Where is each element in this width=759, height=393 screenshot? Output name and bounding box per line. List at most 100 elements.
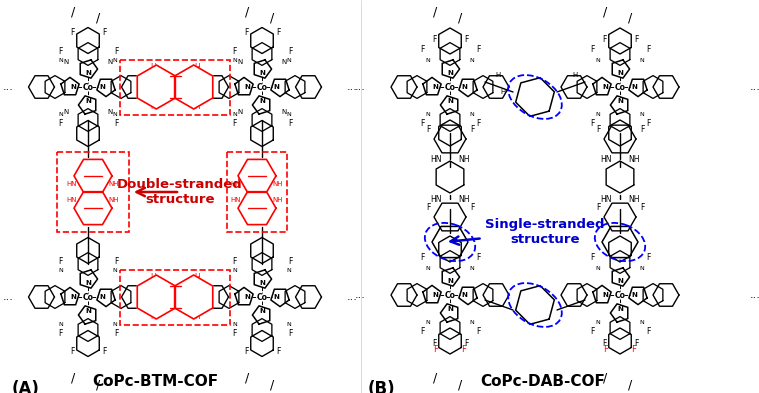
Text: F: F (476, 46, 480, 55)
Text: F: F (603, 345, 609, 354)
Polygon shape (604, 125, 636, 153)
Text: N: N (640, 266, 644, 270)
Polygon shape (80, 270, 98, 288)
Text: N: N (238, 59, 243, 64)
Text: N: N (259, 309, 265, 314)
Polygon shape (653, 76, 679, 98)
Polygon shape (295, 76, 322, 98)
Polygon shape (29, 76, 55, 98)
Text: F: F (288, 119, 292, 127)
Text: HN: HN (600, 154, 612, 163)
Text: N: N (426, 266, 430, 270)
Polygon shape (235, 77, 254, 95)
Text: N: N (155, 283, 160, 289)
Text: N: N (273, 294, 279, 300)
Polygon shape (77, 237, 99, 263)
Text: F: F (634, 338, 638, 347)
Polygon shape (219, 75, 239, 98)
Text: N: N (112, 112, 118, 116)
Text: H: H (194, 273, 200, 282)
Text: NH: NH (109, 196, 119, 203)
Text: N: N (259, 70, 265, 75)
Polygon shape (285, 286, 305, 309)
Text: N: N (470, 266, 474, 270)
Text: N: N (470, 320, 474, 325)
Text: F: F (433, 345, 439, 354)
Text: N: N (232, 57, 238, 62)
Text: N: N (112, 321, 118, 327)
Text: ...: ... (2, 82, 14, 92)
Polygon shape (561, 284, 587, 306)
Text: Co: Co (83, 83, 93, 92)
Polygon shape (271, 289, 289, 307)
Polygon shape (442, 268, 460, 286)
Text: N: N (71, 84, 77, 90)
Polygon shape (78, 319, 98, 342)
Text: N: N (433, 292, 439, 298)
Text: F: F (70, 347, 74, 356)
Polygon shape (111, 75, 131, 98)
Polygon shape (439, 236, 461, 262)
Polygon shape (78, 96, 96, 114)
Polygon shape (440, 42, 460, 65)
Text: N: N (190, 305, 195, 311)
Polygon shape (250, 237, 273, 263)
Polygon shape (473, 75, 493, 98)
Text: N: N (244, 294, 250, 300)
Polygon shape (577, 75, 597, 98)
Text: F: F (231, 257, 236, 266)
Text: Co: Co (257, 83, 267, 92)
Polygon shape (515, 78, 554, 116)
Text: N: N (287, 57, 291, 62)
Text: NH: NH (272, 196, 283, 203)
Text: F: F (631, 345, 637, 354)
Polygon shape (45, 286, 65, 309)
Text: /: / (603, 6, 607, 18)
Polygon shape (219, 286, 239, 309)
Text: N: N (85, 309, 91, 314)
Text: N: N (287, 112, 291, 116)
Text: F: F (114, 329, 118, 338)
Text: /: / (433, 6, 437, 18)
Polygon shape (439, 28, 461, 54)
Text: F: F (634, 35, 638, 44)
Polygon shape (459, 79, 477, 97)
Text: N: N (426, 112, 430, 116)
Polygon shape (473, 284, 493, 307)
Text: HN: HN (430, 154, 442, 163)
Text: N: N (112, 57, 118, 62)
Polygon shape (74, 160, 112, 192)
Text: N: N (259, 98, 265, 105)
Polygon shape (610, 317, 630, 340)
Text: ...: ... (750, 82, 759, 92)
Text: F: F (58, 46, 62, 55)
Polygon shape (250, 28, 273, 53)
Text: N: N (617, 98, 623, 105)
Text: N: N (155, 95, 160, 101)
Text: F: F (461, 345, 467, 354)
Polygon shape (606, 161, 634, 193)
Text: F: F (646, 253, 650, 263)
Text: NH: NH (272, 182, 283, 187)
Bar (227, 152, 287, 232)
Text: F: F (231, 329, 236, 338)
Text: F: F (470, 125, 474, 134)
Polygon shape (121, 286, 147, 308)
Text: N: N (58, 321, 63, 327)
Text: F: F (596, 125, 600, 134)
Text: N: N (631, 292, 638, 298)
Text: F: F (426, 202, 430, 211)
Polygon shape (610, 251, 630, 274)
Text: F: F (646, 327, 650, 336)
Text: /: / (628, 378, 632, 391)
Text: F: F (58, 257, 62, 266)
Polygon shape (629, 79, 647, 97)
Text: F: F (476, 253, 480, 263)
Text: /: / (603, 371, 607, 384)
Text: F: F (426, 125, 430, 134)
Polygon shape (78, 306, 96, 324)
Polygon shape (442, 60, 460, 78)
Polygon shape (423, 77, 441, 95)
Text: N: N (58, 268, 63, 272)
Text: NH: NH (628, 154, 640, 163)
